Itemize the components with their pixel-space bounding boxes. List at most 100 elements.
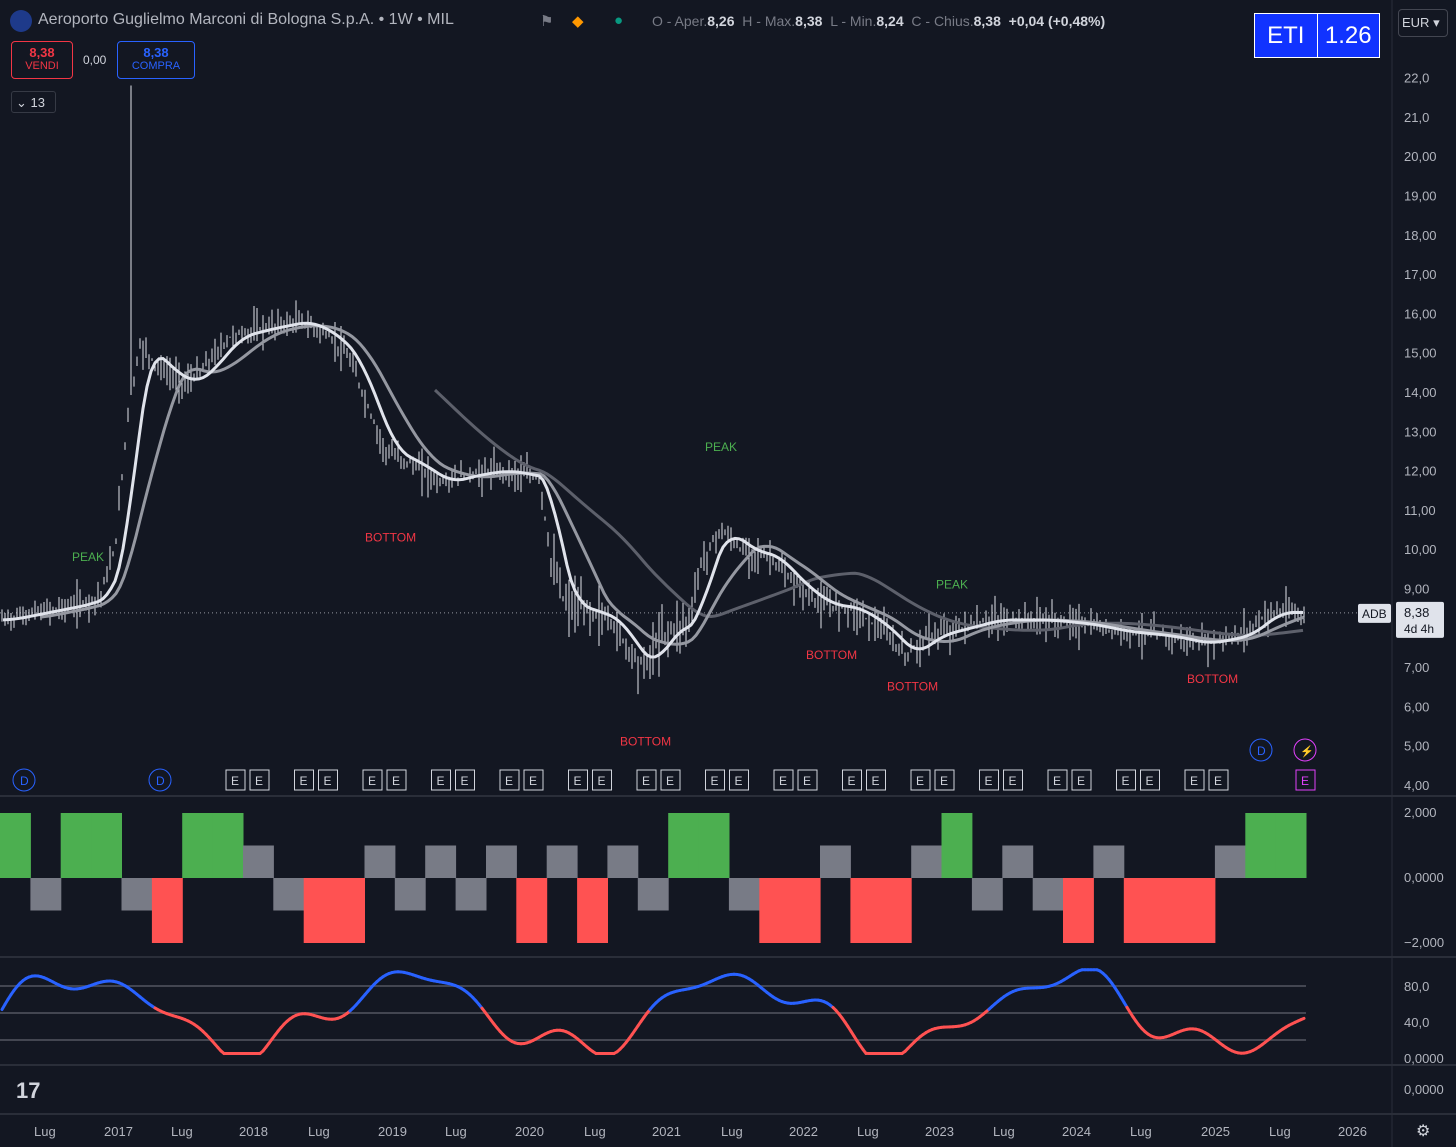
price-tick-label: 7,00 (1404, 660, 1429, 675)
earnings-marker-label: E (940, 774, 948, 788)
buy-price: 8,38 (143, 45, 169, 60)
empty-panel-tick-label: 0,0000 (1404, 1082, 1444, 1097)
histogram-bar (60, 813, 92, 878)
earnings-marker-label: E (1214, 774, 1222, 788)
histogram-bar (243, 845, 274, 878)
histogram-bar (1123, 878, 1155, 943)
earnings-marker-label: E (642, 774, 650, 788)
histogram-tick-label: 0,0000 (1404, 870, 1444, 885)
bottom-annotation: BOTTOM (887, 680, 938, 694)
earnings-marker (1003, 769, 1023, 791)
histogram-bar (425, 845, 457, 878)
earnings-marker (660, 769, 681, 791)
histogram-bar (546, 845, 578, 878)
earnings-marker (1116, 769, 1136, 791)
histogram-bar (394, 878, 426, 911)
peak-annotation: PEAK (936, 578, 968, 592)
price-tick-label: 11,00 (1404, 503, 1436, 518)
earnings-marker (636, 769, 657, 791)
bar-countdown: 4d 4h (1404, 622, 1434, 636)
histogram-bar (334, 878, 365, 943)
histogram-bar (1214, 845, 1246, 878)
histogram-bar (30, 878, 62, 911)
histogram-bar (455, 878, 487, 911)
earnings-marker (499, 769, 520, 791)
ma-slow-line (433, 388, 1304, 637)
earnings-marker-label: E (1190, 774, 1198, 788)
indicators-collapse-button[interactable]: ⌄ 13 (11, 91, 56, 113)
eti-label: ETI (1267, 21, 1305, 49)
symbol-logo-icon[interactable] (10, 10, 32, 32)
sell-label: VENDI (25, 60, 59, 72)
histogram-bar (486, 845, 517, 878)
eti-badge: ETI 1.26 (1254, 13, 1380, 58)
buy-button[interactable]: 8,38 COMPRA (117, 41, 195, 79)
buy-label: COMPRA (131, 60, 181, 72)
earnings-marker (362, 769, 383, 791)
price-change: +0,04 (+0,48%) (1008, 13, 1106, 29)
price-tick-label: 9,00 (1404, 582, 1429, 597)
lightning-icon (1293, 738, 1317, 762)
earnings-marker-label: E (848, 774, 856, 788)
chevron-down-icon: ▾ (1433, 15, 1440, 30)
earnings-marker (729, 769, 749, 791)
price-tick-label: 10,00 (1404, 542, 1437, 557)
histogram-tick-label: 2,000 (1404, 805, 1437, 820)
histogram-bar (364, 845, 396, 878)
earnings-marker (705, 769, 725, 791)
flag-icon[interactable]: ⚑ (540, 13, 554, 30)
time-axis-label: Lug (721, 1124, 743, 1139)
eti-value: 1.26 (1324, 21, 1372, 49)
symbol-title[interactable]: Aeroporto Guglielmo Marconi di Bologna S… (38, 11, 454, 28)
ohlc-readout: O - Aper.8,26 H - Max.8,38 L - Min.8,24 … (652, 13, 1106, 29)
time-axis-label: Lug (1130, 1124, 1152, 1139)
earnings-marker-label: E (231, 774, 239, 788)
bottom-annotation: BOTTOM (620, 735, 671, 749)
ticker-tag: ADB (1362, 607, 1387, 621)
sell-button[interactable]: 8,38 VENDI (11, 41, 73, 79)
price-tick-label: 13,00 (1404, 424, 1437, 439)
histogram-bar (668, 813, 700, 878)
time-axis-label: 2017 (104, 1124, 133, 1139)
earnings-marker-label: E (255, 774, 263, 788)
histogram-bar (212, 813, 244, 878)
oscillator-tick-label: 80,0 (1404, 979, 1429, 994)
earnings-marker (1047, 769, 1068, 791)
price-tick-label: 15,00 (1404, 346, 1437, 361)
dividend-marker-label: D (156, 774, 165, 788)
gear-icon[interactable]: ⚙ (1416, 1123, 1431, 1140)
sell-price: 8,38 (29, 45, 55, 60)
histogram-bar (1032, 878, 1064, 911)
histogram-bar (1184, 878, 1216, 943)
currency-selector[interactable]: EUR ▾ (1398, 9, 1448, 37)
histogram-bar (971, 878, 1003, 911)
last-price-box (1396, 601, 1444, 638)
price-tick-label: 14,00 (1404, 385, 1437, 400)
histogram-bar (516, 878, 548, 943)
diamond-icon[interactable]: ◆ (572, 13, 584, 30)
chart-header: Aeroporto Guglielmo Marconi di Bologna S… (0, 0, 1390, 40)
earnings-marker (979, 769, 999, 791)
earnings-marker (318, 769, 338, 791)
price-tick-label: 21,0 (1404, 110, 1429, 125)
earnings-marker (1140, 769, 1160, 791)
earnings-marker (294, 769, 314, 791)
price-tick-label: 18,00 (1404, 228, 1437, 243)
earnings-marker (568, 769, 588, 791)
earnings-marker-label: E (1146, 774, 1154, 788)
earnings-marker-label: E (735, 774, 743, 788)
time-axis-label: 2018 (239, 1124, 268, 1139)
earnings-marker (592, 769, 612, 791)
earnings-marker-label: E (872, 774, 880, 788)
tradingview-logo-icon[interactable]: 17 (16, 1078, 41, 1103)
market-status-icon[interactable]: ● (614, 12, 624, 29)
earnings-marker (910, 769, 931, 791)
price-tick-label: 19,00 (1404, 189, 1437, 204)
upcoming-earnings-label: E (1301, 774, 1309, 788)
dividend-marker (12, 768, 36, 792)
histogram-bar (759, 878, 791, 943)
bottom-annotation: BOTTOM (365, 530, 416, 544)
histogram-bar (698, 813, 730, 878)
earnings-marker (842, 769, 862, 791)
